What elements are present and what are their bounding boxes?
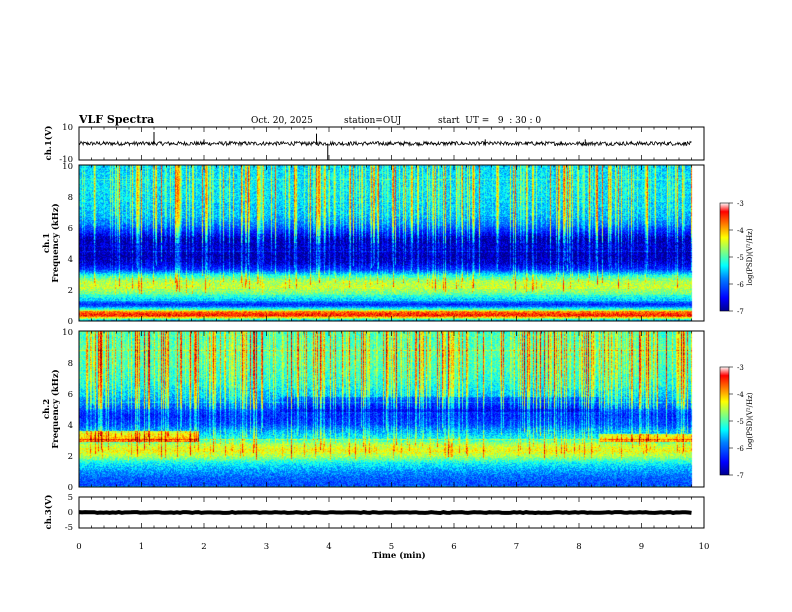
xtick-2: 2 [201,542,206,552]
figure-title: VLF Spectra [78,113,154,126]
start-time-label: start UT = 9 : 30 : 0 [438,116,541,126]
ch2-spec-ytick-0: 0 [68,483,73,493]
ch1-spec-x-ticks [78,165,705,321]
ch2-cb-tick-m4: -4 [737,391,744,399]
ch1-spikes [153,131,586,160]
ch2-colorbar-ticks [729,366,733,476]
ch1-cb-tick-m3: -3 [737,200,744,208]
ch3-y-label: ch.3(V) [43,495,54,530]
ch2-spec-ytick-6: 6 [68,390,73,400]
ch1-colorbar-label: log(PSD)(V²/Hz) [746,228,754,285]
ch2-colorbar: -3 -4 -5 -6 -7 log(PSD)(V²/Hz) [719,364,754,480]
x-axis-label: Time (min) [372,550,425,561]
ch2-spec-ytick-10: 10 [62,328,73,338]
ch3-ytick-0: 0 [68,508,73,518]
xtick-0: 0 [76,542,81,552]
ch2-spectrogram-image [79,331,704,487]
ch1-cb-tick-m4: -4 [737,227,744,235]
xtick-1: 1 [139,542,144,552]
ch1-x-ticks [78,127,705,160]
xtick-9: 9 [639,542,644,552]
ch2-spec-y-label: Frequency (kHz) [50,369,61,448]
ch2-cb-tick-m6: -6 [737,445,744,453]
ch1-ytick-bottom: -10 [59,155,73,165]
ch1-spec-ytick-10: 10 [62,162,73,172]
ch2-cb-tick-m7: -7 [737,472,744,480]
ch3-ytick-m5: -5 [65,523,73,533]
ch1-cb-tick-m7: -7 [737,308,744,316]
ch1-colorbar: -3 -4 -5 -6 -7 log(PSD)(V²/Hz) [719,200,754,316]
ch3-ytick-5: 5 [68,493,73,503]
ch2-spec-ytick-8: 8 [68,359,73,369]
ch2-spec-x-ticks [78,331,705,487]
ch2-cb-tick-m5: -5 [737,418,744,426]
ch1-spec-y-tick-labels: 0 2 4 6 8 10 [62,162,73,327]
xtick-7: 7 [514,542,519,552]
ch1-cb-tick-m6: -6 [737,281,744,289]
ch1-spec-ytick-6: 6 [68,224,73,234]
ch1-ytick-top: 10 [62,123,73,133]
ch2-cb-tick-m3: -3 [737,364,744,372]
ch1-y-label: ch.1(V) [43,126,54,161]
ch1-waveform-panel: 10 -10 ch.1(V) [43,123,705,165]
ch2-colorbar-ramp [719,366,730,476]
xtick-3: 3 [264,542,269,552]
ch1-colorbar-ramp [719,202,730,312]
xtick-5: 5 [389,542,394,552]
xtick-8: 8 [576,542,581,552]
ch1-spec-channel-label: ch.1 [42,233,52,253]
ch1-spec-y-label: Frequency (kHz) [50,203,61,282]
ch1-spec-ytick-8: 8 [68,193,73,203]
station-label: station=OUJ [344,116,402,126]
ch2-spec-y-tick-labels: 0 2 4 6 8 10 [62,328,73,493]
xtick-4: 4 [326,542,331,552]
ch1-spectrogram-image [79,165,704,321]
ch1-spectrogram-panel: 0 2 4 6 8 10 ch.1 Frequency (kHz) -3 -4 … [42,162,754,327]
ch2-spec-ytick-4: 4 [68,421,73,431]
ch1-spec-ytick-0: 0 [68,317,73,327]
ch3-trace [78,510,692,516]
ch1-spec-ytick-2: 2 [68,286,73,296]
ch2-spec-ytick-2: 2 [68,452,73,462]
ch3-x-ticks [78,497,705,528]
ch1-colorbar-ticks [729,202,733,312]
date-label: Oct. 20, 2025 [251,116,313,126]
ch2-spectrogram-panel: 0 2 4 6 8 10 ch.2 Frequency (kHz) -3 -4 … [42,328,754,493]
ch1-cb-tick-m5: -5 [737,254,744,262]
ch3-waveform-panel: 5 0 -5 ch.3(V) [43,493,705,533]
ch2-colorbar-label: log(PSD)(V²/Hz) [746,392,754,449]
xtick-10: 10 [699,542,710,552]
ch1-spec-ytick-4: 4 [68,255,73,265]
ch2-spec-channel-label: ch.2 [42,399,52,419]
xtick-6: 6 [451,542,456,552]
x-axis: 0 1 2 3 4 5 6 7 8 9 10 Time (min) [76,542,709,561]
ch1-trace [78,140,692,147]
